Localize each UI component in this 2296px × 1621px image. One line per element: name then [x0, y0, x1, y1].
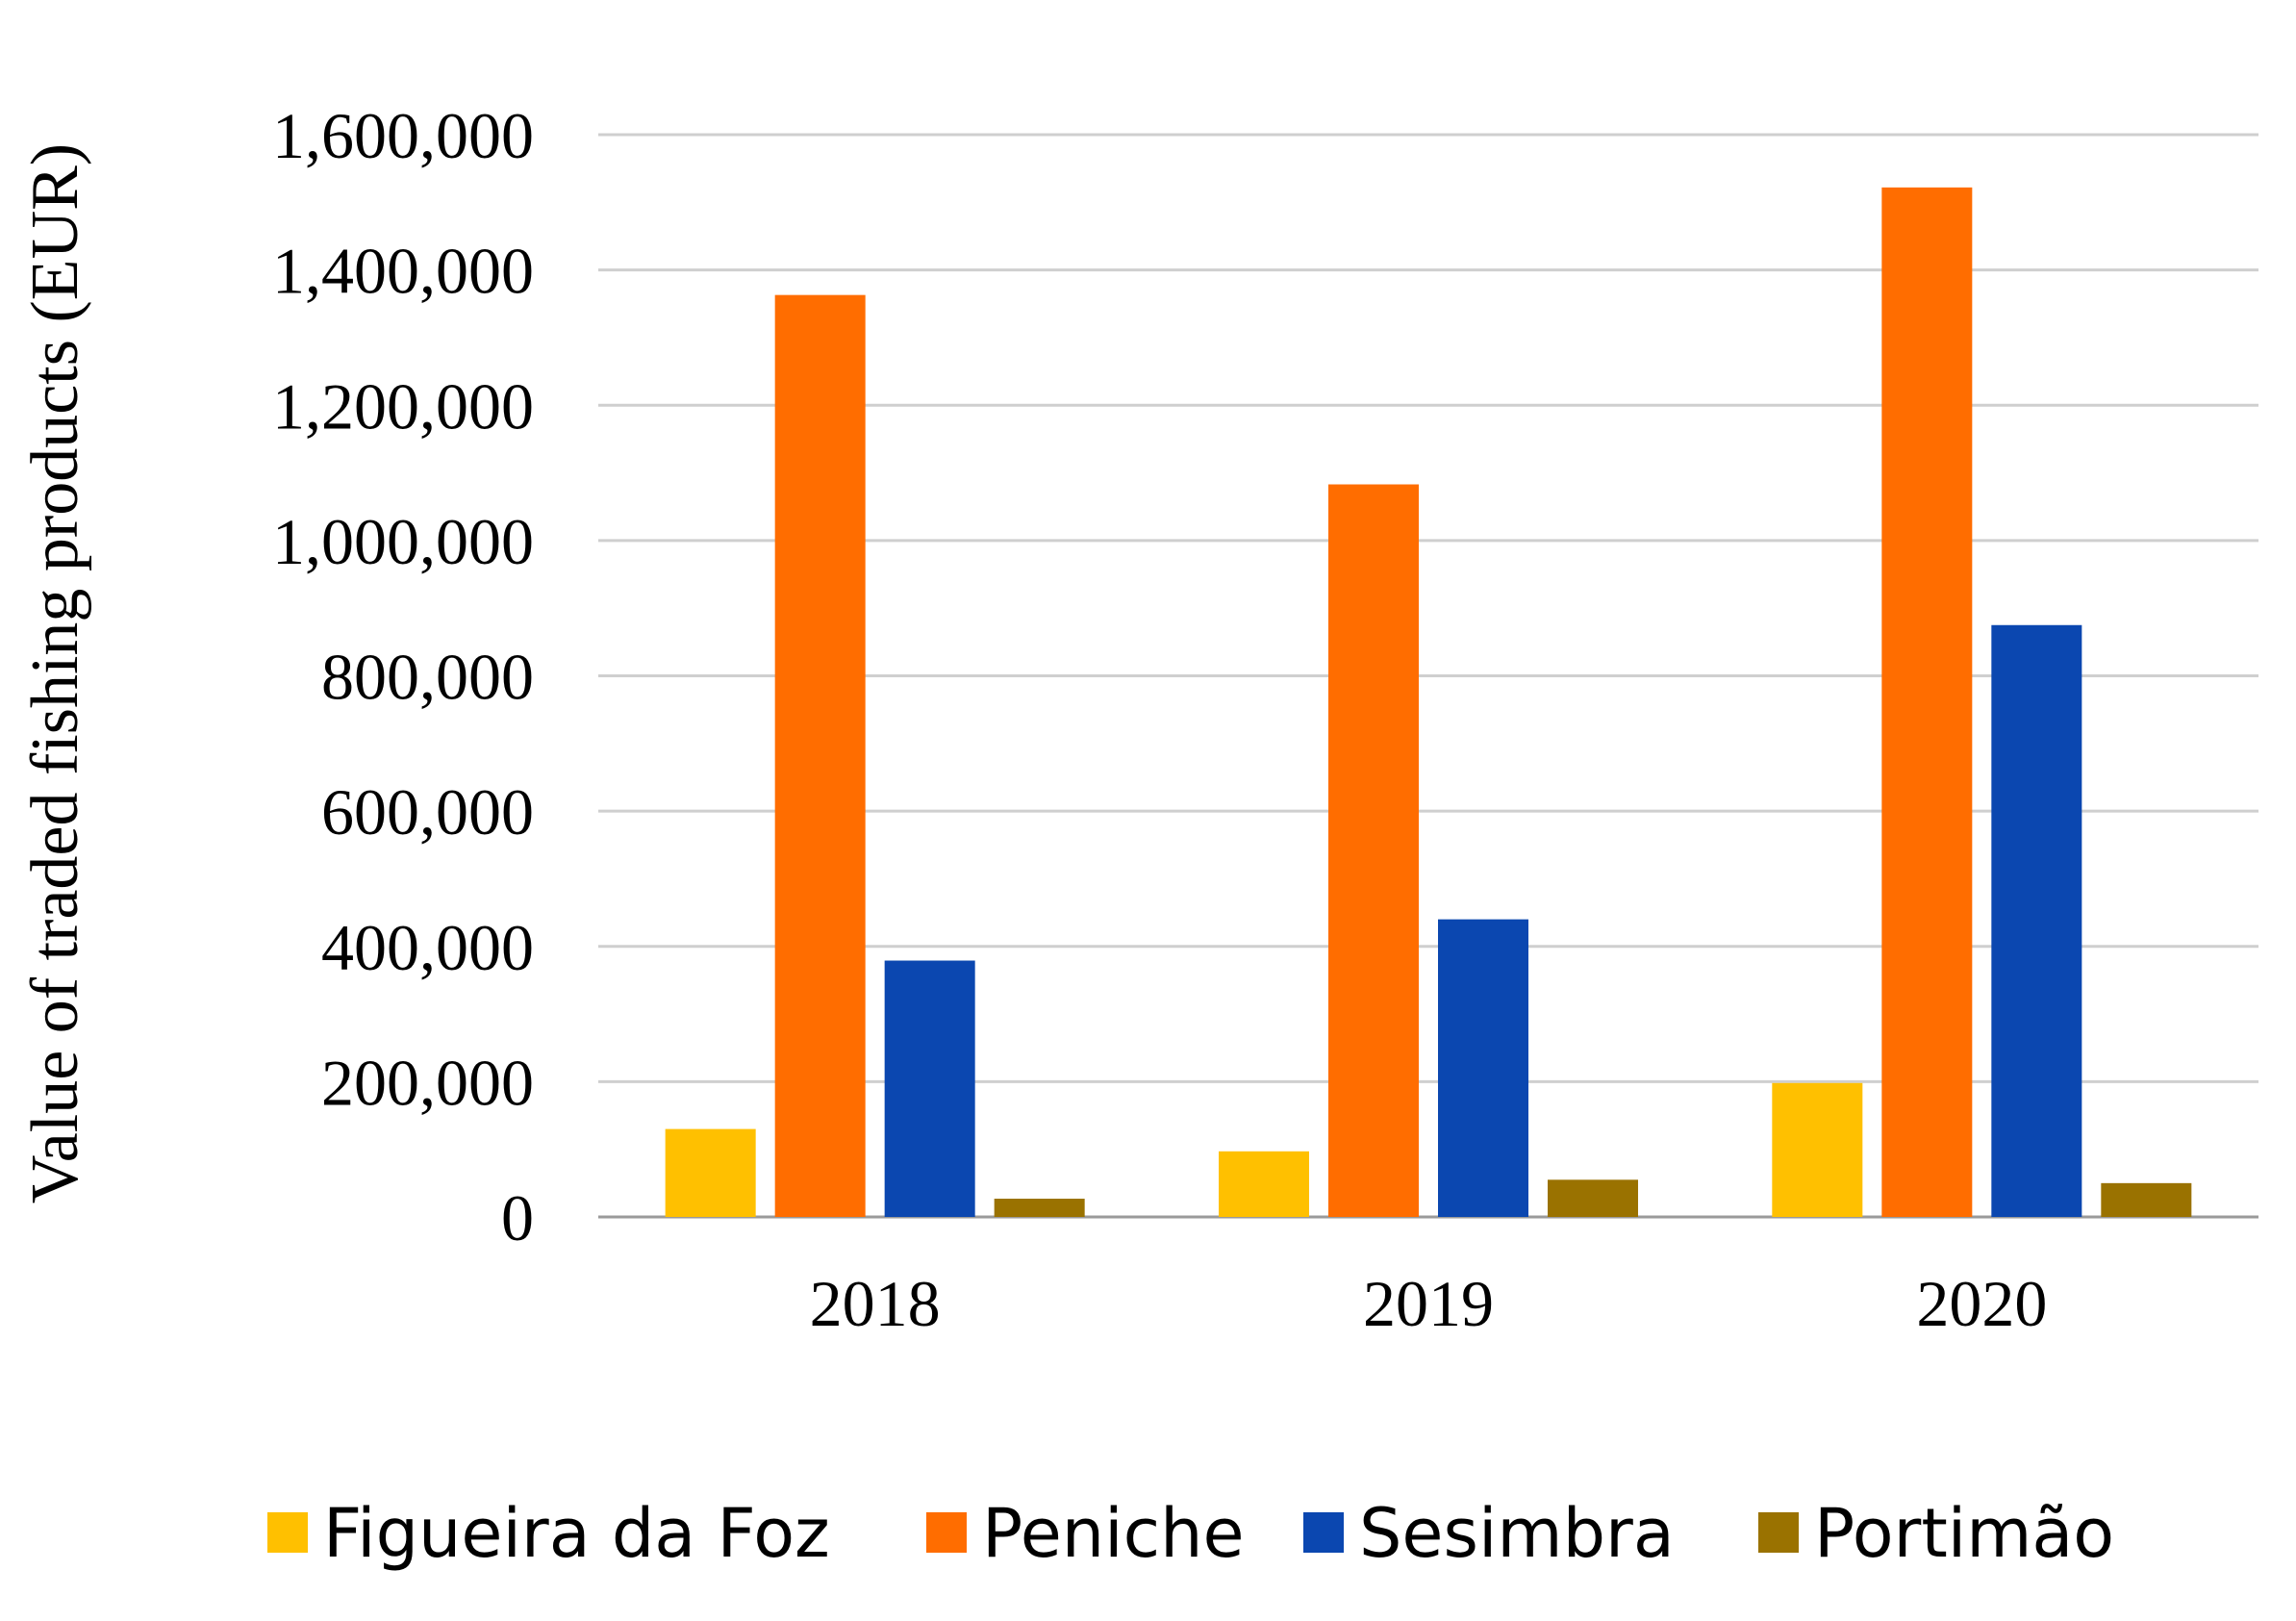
bar-portim-o-2018 [994, 1199, 1085, 1217]
bar-portim-o-2020 [2101, 1182, 2192, 1217]
y-tick-label: 0 [501, 1181, 534, 1254]
y-tick-label: 800,000 [321, 641, 534, 714]
legend-swatch [1303, 1512, 1344, 1553]
legend: Figueira da Foz Peniche Sesimbra Portimão [267, 1494, 2114, 1573]
gridlines [598, 133, 2258, 1219]
y-axis-title: Value of traded fishing products (EUR) [18, 143, 92, 1203]
y-tick-label: 200,000 [321, 1046, 534, 1119]
y-tick-label: 600,000 [321, 775, 534, 848]
x-tick-label: 2018 [810, 1267, 941, 1340]
bar-sesimbra-2019 [1438, 919, 1528, 1217]
bar-peniche-2020 [1881, 187, 1973, 1217]
bar-figueira-da-foz-2019 [1219, 1151, 1309, 1217]
legend-label: Portimão [1814, 1494, 2114, 1573]
y-tick-label: 1,600,000 [272, 99, 534, 172]
legend-swatch [1758, 1512, 1799, 1553]
legend-label: Figueira da Foz [323, 1494, 830, 1573]
bars [665, 187, 2192, 1217]
legend-label: Peniche [982, 1494, 1245, 1573]
bar-sesimbra-2020 [1991, 624, 2082, 1217]
y-tick-label: 400,000 [321, 911, 534, 984]
bar-figueira-da-foz-2018 [665, 1128, 756, 1217]
x-axis-ticks: 2018 2019 2020 [810, 1267, 2048, 1340]
legend-swatch [267, 1512, 308, 1553]
y-axis-ticks: 0 200,000 400,000 600,000 800,000 1,000,000 1,… [272, 99, 534, 1254]
bar-peniche-2019 [1328, 484, 1419, 1217]
legend-swatch [926, 1512, 967, 1553]
bar-sesimbra-2018 [884, 960, 975, 1217]
bar-figueira-da-foz-2020 [1772, 1082, 1863, 1217]
y-tick-label: 1,200,000 [272, 369, 534, 443]
bar-portim-o-2019 [1548, 1179, 1638, 1217]
legend-label: Sesimbra [1359, 1494, 1675, 1573]
x-tick-label: 2019 [1363, 1267, 1494, 1340]
bar-peniche-2018 [774, 294, 866, 1217]
y-tick-label: 1,400,000 [272, 235, 534, 308]
y-tick-label: 1,000,000 [272, 505, 534, 578]
x-tick-label: 2020 [1916, 1267, 2047, 1340]
